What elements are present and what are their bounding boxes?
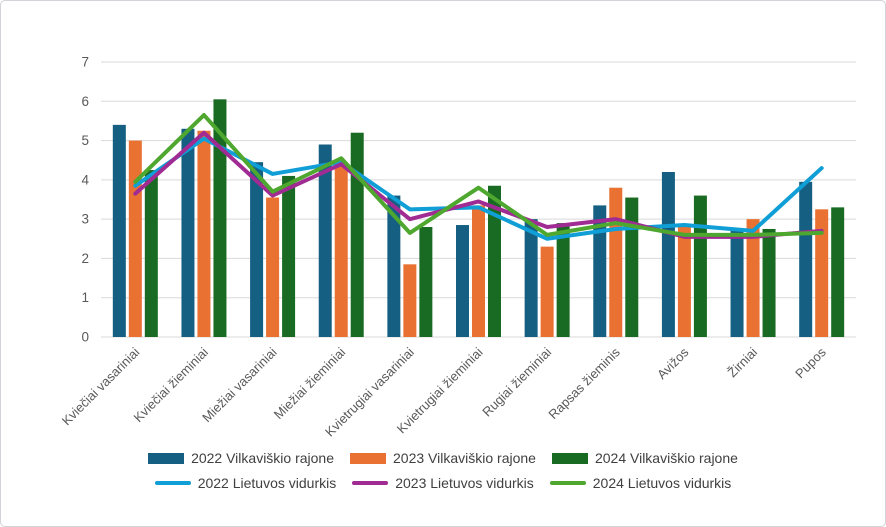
chart-legend: 2022 Vilkaviškio rajone 2023 Vilkaviškio … [1,450,885,491]
legend-row-bars: 2022 Vilkaviškio rajone 2023 Vilkaviškio … [148,450,738,466]
legend-bar-swatch [350,452,387,464]
bar [625,197,639,337]
y-tick-label: 1 [81,290,89,305]
legend-label: 2024 Lietuvos vidurkis [592,475,732,491]
bar [266,197,280,337]
legend-bar-swatch [148,452,185,464]
x-category-label: Kviečiai vasariniai [59,344,143,428]
y-tick-label: 6 [81,94,89,109]
x-category-label: Žirniai [725,344,761,380]
bar [387,195,401,337]
legend-line-swatch [549,481,586,485]
trend-line [133,136,824,241]
bar [815,209,829,337]
bar [677,227,691,337]
y-tick-label: 0 [81,330,89,345]
bar [488,185,501,337]
bar [250,162,264,337]
x-category-label: Kviečiai žieminiai [130,344,211,425]
legend-line-swatch [154,481,191,485]
bar [181,128,195,337]
bar [350,132,364,337]
legend-label: 2022 Lietuvos vidurkis [197,475,337,491]
bar [693,195,707,337]
bar [472,205,485,337]
bar [213,99,227,337]
legend-item: 2023 Vilkaviškio rajone [350,450,536,466]
legend-item: 2024 Vilkaviškio rajone [551,450,738,466]
bar [831,207,845,337]
legend-item: 2022 Vilkaviškio rajone [148,450,334,466]
bar [456,225,469,337]
bar [540,246,554,337]
bar [112,124,126,337]
legend-item: 2022 Lietuvos vidurkis [154,475,337,491]
bar [661,172,675,337]
y-tick-label: 7 [81,55,89,70]
y-tick-label: 4 [81,172,89,187]
legend-label: 2023 Lietuvos vidurkis [395,475,534,491]
x-category-label: Miežiai vasariniai [199,344,280,425]
x-category-label: Rapsas žieminis [545,344,623,422]
bar [593,205,607,337]
legend-item: 2024 Lietuvos vidurkis [549,475,732,491]
legend-label: 2024 Vilkaviškio rajone [594,450,738,466]
bar [762,228,776,337]
bar [197,130,211,337]
bar [318,144,332,337]
bar [524,219,538,337]
legend-bar-swatch [551,452,588,464]
bar [334,164,348,337]
y-tick-label: 2 [81,251,89,266]
bar [746,219,760,337]
x-category-label: Miežiai žieminiai [271,344,349,422]
bar [799,181,813,337]
bar [128,140,142,337]
legend-row-lines: 2022 Lietuvos vidurkis 2023 Lietuvos vidu… [154,475,732,491]
legend-item: 2023 Lietuvos vidurkis [352,475,534,491]
bar [282,175,296,337]
y-tick-label: 5 [81,133,89,148]
x-category-label: Rugiai žieminiai [479,344,554,419]
bar [609,187,623,337]
x-category-label: Avižos [654,344,692,382]
legend-label: 2023 Vilkaviškio rajone [393,450,536,466]
x-category-label: Pupos [792,344,829,381]
bar [730,230,744,337]
legend-label: 2022 Vilkaviškio rajone [191,450,335,466]
trend-line [133,113,824,237]
bar [419,227,433,337]
legend-line-swatch [352,481,389,485]
bar [403,264,417,337]
bar [556,223,570,337]
bar [144,170,158,337]
y-tick-label: 3 [81,212,89,227]
